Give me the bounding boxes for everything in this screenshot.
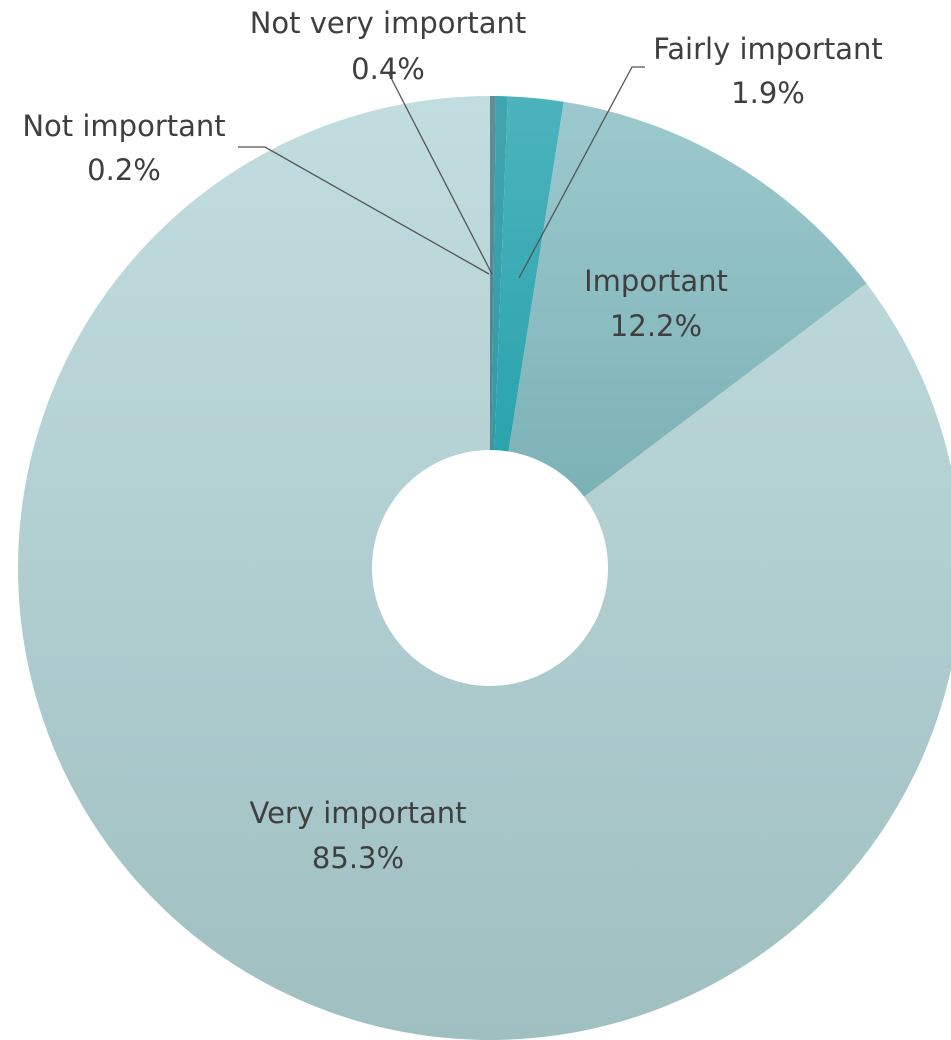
slice-not-very-important (490, 96, 508, 568)
slice-value-important: 12.2% (610, 309, 702, 343)
slice-value-not-very-important: 0.4% (351, 52, 425, 86)
donut-hole (372, 450, 608, 686)
slice-label-important: Important (584, 264, 728, 298)
slice-label-fairly-important: Fairly important (653, 32, 882, 66)
leader-line-not-important (238, 146, 490, 275)
slice-labels: Not important 0.2% Not very important 0.… (22, 6, 882, 875)
slice-value-not-important: 0.2% (87, 153, 161, 187)
slice-fairly-important (490, 96, 564, 568)
slice-value-very-important: 85.3% (312, 841, 404, 875)
leader-line-not-very-important (388, 73, 493, 275)
slice-important (490, 101, 867, 568)
leader-lines (238, 66, 645, 279)
slice-label-not-important: Not important (22, 109, 225, 143)
slice-value-fairly-important: 1.9% (731, 76, 805, 110)
slice-not-important (490, 96, 496, 568)
slice-label-very-important: Very important (249, 796, 466, 830)
slice-label-not-very-important: Not very important (250, 6, 527, 40)
leader-line-fairly-important (518, 66, 645, 279)
